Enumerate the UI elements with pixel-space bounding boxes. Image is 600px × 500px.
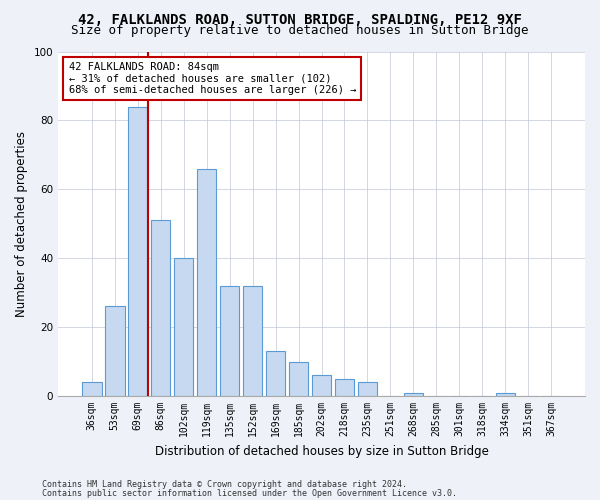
Bar: [220, 286, 239, 396]
Y-axis label: Number of detached properties: Number of detached properties: [15, 131, 28, 317]
Bar: [151, 220, 170, 396]
Bar: [128, 106, 148, 396]
X-axis label: Distribution of detached houses by size in Sutton Bridge: Distribution of detached houses by size …: [155, 444, 488, 458]
Bar: [105, 306, 125, 396]
Bar: [243, 286, 262, 396]
Text: Size of property relative to detached houses in Sutton Bridge: Size of property relative to detached ho…: [71, 24, 529, 37]
Bar: [496, 392, 515, 396]
Bar: [335, 379, 354, 396]
Bar: [266, 352, 286, 396]
Bar: [197, 168, 217, 396]
Bar: [358, 382, 377, 396]
Bar: [404, 392, 423, 396]
Text: Contains public sector information licensed under the Open Government Licence v3: Contains public sector information licen…: [42, 488, 457, 498]
Text: 42 FALKLANDS ROAD: 84sqm
← 31% of detached houses are smaller (102)
68% of semi-: 42 FALKLANDS ROAD: 84sqm ← 31% of detach…: [68, 62, 356, 95]
Bar: [312, 376, 331, 396]
Bar: [82, 382, 101, 396]
Text: 42, FALKLANDS ROAD, SUTTON BRIDGE, SPALDING, PE12 9XF: 42, FALKLANDS ROAD, SUTTON BRIDGE, SPALD…: [78, 12, 522, 26]
Bar: [174, 258, 193, 396]
Text: Contains HM Land Registry data © Crown copyright and database right 2024.: Contains HM Land Registry data © Crown c…: [42, 480, 407, 489]
Bar: [289, 362, 308, 396]
